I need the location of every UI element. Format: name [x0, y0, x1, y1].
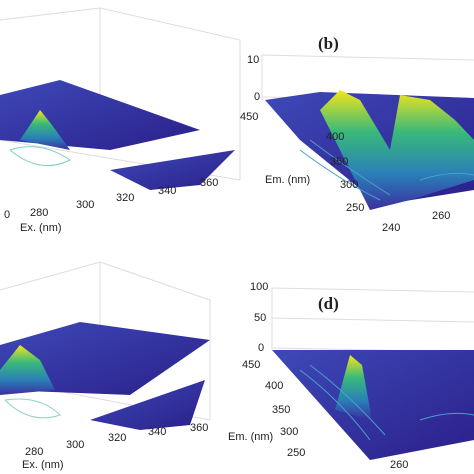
x-tick-label: 280: [30, 207, 48, 219]
y-tick-label: 450: [240, 111, 258, 123]
panel-label: (d): [318, 294, 339, 313]
y-axis-label: Em. (nm): [265, 174, 310, 186]
contour: [4, 398, 61, 419]
y-tick-label: 250: [287, 447, 305, 459]
axis-box: [271, 287, 474, 353]
y-tick-label: 400: [326, 131, 344, 143]
panel-b: (b) 10 0 450 400 350 300 250 Em. (nm) 24…: [240, 34, 474, 234]
contour: [299, 364, 474, 441]
y-tick-label: 350: [272, 404, 290, 416]
y-tick-label: 450: [242, 359, 260, 371]
contour: [299, 139, 474, 201]
surface-peak: [320, 90, 474, 210]
x-tick-label: 320: [108, 432, 126, 444]
x-axis-label: Ex. (nm): [22, 459, 64, 471]
x-tick-label: 320: [116, 192, 134, 204]
x-tick-label: 300: [76, 199, 94, 211]
panel-d: (d) 100 50 0 450 400 350 300 250 Em. (nm…: [228, 281, 474, 471]
z-tick-label: 50: [254, 312, 266, 324]
surface-peak: [0, 345, 55, 395]
x-tick-label: 360: [200, 177, 218, 189]
y-tick-label: 300: [280, 426, 298, 438]
x-tick-label: 340: [158, 185, 176, 197]
surface: [272, 350, 474, 460]
panel-a: 0 280 300 320 340 360 Ex. (nm): [0, 7, 241, 234]
x-tick-label: 0: [4, 209, 10, 221]
x-axis-label: Ex. (nm): [20, 222, 62, 234]
panel-label: (b): [318, 34, 339, 53]
surface-peak: [20, 110, 70, 150]
panel-c: 280 300 320 340 360 Ex. (nm): [0, 261, 211, 471]
y-tick-label: 400: [265, 380, 283, 392]
x-tick-label: 360: [190, 422, 208, 434]
z-tick-label: 10: [247, 54, 259, 66]
x-tick-label: 240: [382, 222, 400, 234]
y-tick-label: 250: [346, 202, 364, 214]
z-tick-label: 0: [258, 342, 264, 354]
surface-peak: [335, 355, 372, 420]
y-axis-label: Em. (nm): [228, 431, 273, 443]
x-tick-label: 340: [148, 426, 166, 438]
z-tick-label: 0: [254, 91, 260, 103]
axis-box: [261, 54, 474, 101]
y-tick-label: 300: [340, 179, 358, 191]
x-tick-label: 260: [390, 459, 408, 471]
x-tick-label: 300: [66, 439, 84, 451]
surface: [90, 380, 205, 430]
surface: [0, 322, 210, 395]
surface: [110, 150, 235, 190]
contour: [9, 146, 71, 167]
z-tick-label: 100: [250, 281, 268, 293]
x-tick-label: 260: [432, 210, 450, 222]
y-tick-label: 350: [330, 156, 348, 168]
x-tick-label: 280: [25, 446, 43, 458]
